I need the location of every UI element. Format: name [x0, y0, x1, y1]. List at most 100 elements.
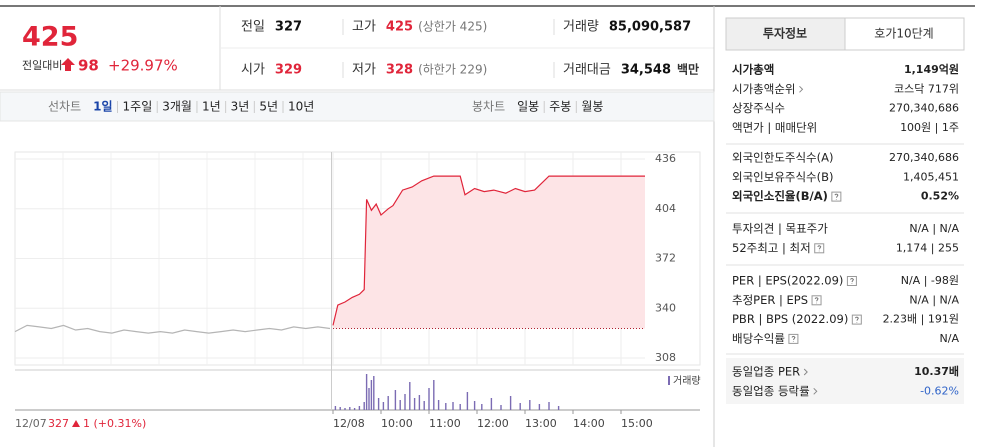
volume-bar [370, 380, 373, 410]
volume-bar [382, 402, 385, 410]
help-glyph [814, 297, 819, 304]
link-arrow[interactable] [803, 368, 808, 376]
info-label: 52주최고 | 최저 [732, 241, 811, 255]
summary-unit: 백만 [677, 62, 699, 77]
summary-value: 425 [386, 20, 413, 35]
summary-label: 거래량 [563, 20, 599, 35]
info-value: -0.62% [920, 384, 959, 397]
help-icon[interactable] [851, 314, 862, 325]
tab[interactable]: 1일 [93, 100, 112, 114]
volume-bar [399, 400, 401, 410]
help-glyph [850, 278, 855, 284]
info-label: 시가총액 [732, 63, 774, 77]
info-label: PER | EPS(2022.09) [732, 274, 843, 288]
summary-value: 327 [275, 20, 302, 35]
link-arrow[interactable] [813, 387, 818, 395]
change: 98 [78, 57, 99, 75]
info-tab[interactable] [725, 17, 846, 51]
volume-bar [490, 398, 493, 410]
tab[interactable]: 주봉 [549, 100, 571, 114]
info-value: 1,405,451 [903, 170, 959, 183]
tab[interactable]: 3개월 [162, 100, 192, 114]
footer-price: 327 [48, 417, 69, 430]
legend-swatch [668, 376, 670, 385]
help-icon[interactable] [846, 276, 857, 286]
section-shade [726, 358, 964, 404]
info-value: N/A | N/A [909, 222, 959, 235]
y-tick-label: 308 [655, 351, 676, 364]
volume-bar [394, 390, 397, 410]
x-tick-label: 14:00 [573, 417, 605, 430]
volume-bar [363, 402, 365, 410]
y-tick-label: 340 [655, 301, 676, 314]
info-label: 상장주식수 [732, 101, 785, 115]
tab[interactable]: 5년 [259, 100, 278, 114]
info-value: 0.52% [921, 190, 959, 203]
y-tick-label: 372 [655, 252, 676, 265]
volume-bar [538, 404, 541, 410]
volume-bar [437, 400, 440, 410]
summary-value: 85,090,587 [609, 20, 691, 35]
toolbar [0, 91, 715, 122]
legend-label: 거래량 [673, 375, 701, 387]
x-tick-label: 11:00 [429, 417, 461, 430]
tab[interactable]: 1주일 [123, 100, 153, 114]
volume-bar [529, 400, 531, 410]
volume-bar [334, 406, 337, 410]
up-arrow-icon [61, 58, 75, 71]
link-arrow[interactable] [799, 85, 804, 93]
help-icon[interactable] [814, 243, 825, 254]
info-value: 270,340,686 [889, 151, 959, 164]
info-label: 외국인한도주식수(A) [732, 151, 833, 165]
x-tick-label: 15:00 [621, 417, 653, 430]
volume-bar [409, 382, 411, 410]
volume-bar [459, 404, 461, 410]
tab-group-label: 봉차트 [472, 100, 505, 114]
volume-bar [413, 398, 416, 410]
help-icon[interactable] [788, 333, 799, 344]
price: 425 [22, 22, 78, 53]
info-label: 배당수익률 [732, 331, 785, 345]
volume-bar [481, 404, 483, 410]
volume-bar [500, 405, 502, 410]
volume-bar [445, 403, 447, 410]
info-label: 추정PER | EPS [732, 293, 808, 307]
info-label: 동일업종 등락률 [732, 384, 810, 398]
volume-bar [344, 408, 346, 410]
info-label: 시가총액순위 [732, 82, 795, 96]
tab[interactable]: 1년 [202, 100, 221, 114]
help-icon[interactable] [831, 191, 842, 202]
volume-bar [353, 408, 356, 410]
tab[interactable]: 3년 [231, 100, 250, 114]
volume-bar [473, 401, 476, 410]
volume-bar [519, 403, 521, 410]
volume-bar [557, 406, 560, 410]
info-tab[interactable] [844, 17, 965, 51]
summary-label: 시가 [241, 63, 265, 78]
volume-bar [509, 396, 512, 410]
tab-group-label: 선차트 [48, 100, 81, 114]
tab[interactable]: 일봉 [517, 100, 539, 114]
help-glyph [791, 335, 796, 342]
summary-label: 저가 [352, 63, 376, 78]
tab[interactable]: 월봉 [581, 100, 603, 114]
info-label: 액면가 | 매매단위 [732, 120, 817, 134]
info-value: N/A [940, 332, 960, 345]
x-tick-label: 12/08 [333, 417, 365, 430]
info-value: N/A | -98원 [901, 274, 959, 287]
volume-bar [358, 406, 361, 410]
help-glyph [854, 316, 859, 323]
tab[interactable]: 10년 [288, 100, 314, 114]
price-line [14, 324, 331, 334]
info-value: 1,149억원 [904, 62, 959, 76]
info-value: 10.37배 [914, 364, 959, 378]
help-icon[interactable] [811, 295, 822, 306]
info-tab-label[interactable]: 투자정보 [763, 26, 807, 41]
volume-bar [548, 402, 550, 410]
volume-bar [349, 407, 351, 410]
volume-bar [404, 394, 406, 410]
info-value: 1,174 | 255 [896, 241, 959, 254]
info-tab-label[interactable]: 호가10단계 [874, 27, 933, 41]
